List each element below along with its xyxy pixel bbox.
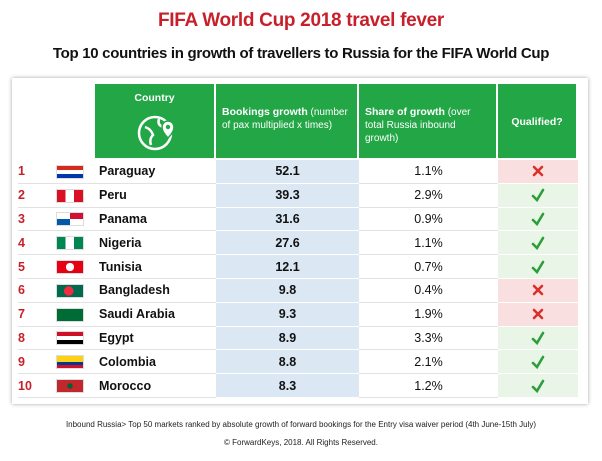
- rank: 10: [18, 374, 50, 398]
- check-icon: [531, 379, 545, 393]
- qualified: [498, 350, 578, 375]
- share: 1.1%: [359, 231, 498, 256]
- share: 1.1%: [359, 160, 498, 184]
- footnote: Inbound Russia> Top 50 markets ranked by…: [65, 420, 537, 429]
- flag-cell: [50, 184, 95, 208]
- flag-cell: [50, 327, 95, 351]
- flag-cell: [50, 255, 95, 279]
- flag-cell: [50, 350, 95, 375]
- growth: 9.3: [216, 302, 359, 327]
- flag: [56, 188, 84, 203]
- column-header: Country: [95, 84, 216, 158]
- country: Paraguay: [95, 160, 216, 184]
- rank: 2: [18, 184, 50, 208]
- column-note: (number of pax multiplied x times): [222, 107, 348, 131]
- check-icon: [531, 260, 545, 274]
- growth: 52.1: [216, 160, 359, 184]
- growth: 8.8: [216, 350, 359, 375]
- column-label: Bookings growth: [222, 106, 308, 118]
- cross-icon: [532, 166, 544, 177]
- rank: 9: [18, 350, 50, 375]
- share: 2.9%: [359, 184, 498, 208]
- qualified: [498, 279, 578, 303]
- growth: 27.6: [216, 231, 359, 256]
- rank: 6: [18, 279, 50, 303]
- qualified: [498, 302, 578, 327]
- growth: 39.3: [216, 183, 359, 208]
- qualified: [498, 255, 578, 279]
- check-icon: [531, 188, 545, 203]
- column-header: Share of growth (over total Russia inbou…: [359, 84, 498, 158]
- flag-cell: [50, 208, 95, 232]
- column-label: Share of growth: [365, 106, 445, 118]
- rank: 7: [18, 303, 50, 327]
- flag: [56, 283, 84, 298]
- flag: [56, 355, 84, 370]
- check-icon: [531, 331, 545, 345]
- country: Colombia: [95, 350, 216, 375]
- country: Egypt: [95, 327, 216, 351]
- check-icon: [531, 355, 545, 369]
- column-note: (over total Russia inbound growth): [365, 107, 471, 144]
- flag-cell: [50, 303, 95, 327]
- growth: 12.1: [216, 255, 359, 279]
- qualified: [498, 374, 578, 398]
- rank: 5: [18, 255, 50, 279]
- column-header: Bookings growth (number of pax multiplie…: [216, 84, 359, 158]
- cross-icon: [532, 285, 544, 296]
- country: Saudi Arabia: [95, 303, 216, 327]
- share: 0.7%: [359, 255, 498, 279]
- share: 1.2%: [359, 374, 498, 398]
- column-header: Qualified?: [498, 84, 578, 158]
- growth: 9.8: [216, 279, 359, 303]
- qualified: [498, 207, 578, 232]
- share: 3.3%: [359, 327, 498, 351]
- country: Nigeria: [95, 231, 216, 256]
- share: 1.9%: [359, 303, 498, 327]
- flag: [56, 164, 84, 179]
- flag-cell: [50, 279, 95, 303]
- globe-icon: [137, 115, 175, 151]
- rank: 8: [18, 327, 50, 351]
- flag-cell: [50, 231, 95, 256]
- growth: 8.9: [216, 326, 359, 351]
- country: Morocco: [95, 374, 216, 398]
- flag: [56, 331, 84, 346]
- rank: 4: [18, 231, 50, 256]
- flag: [56, 236, 84, 251]
- check-icon: [531, 236, 545, 250]
- flag: [56, 260, 84, 275]
- share: 0.4%: [359, 279, 498, 303]
- subtitle: Top 10 countries in growth of travellers…: [52, 45, 550, 62]
- qualified: [498, 231, 578, 256]
- flag-cell: [50, 160, 95, 184]
- share: 0.9%: [359, 208, 498, 232]
- copyright: © ForwardKeys, 2018. All Rights Reserved…: [224, 438, 378, 447]
- country: Bangladesh: [95, 279, 216, 303]
- cross-icon: [532, 308, 544, 320]
- qualified: [498, 326, 578, 351]
- share: 2.1%: [359, 350, 498, 375]
- rank: 1: [18, 160, 50, 184]
- country: Tunisia: [95, 255, 216, 279]
- qualified: [498, 160, 578, 184]
- country: Panama: [95, 208, 216, 232]
- flag: [56, 379, 84, 394]
- rank: 3: [18, 208, 50, 232]
- check-icon: [531, 212, 545, 226]
- flag: [56, 212, 84, 227]
- title: FIFA World Cup 2018 travel fever: [157, 10, 445, 31]
- country: Peru: [95, 184, 216, 208]
- flag-cell: [50, 374, 95, 398]
- growth: 31.6: [216, 207, 359, 232]
- qualified: [498, 183, 578, 208]
- flag: [56, 307, 84, 322]
- growth: 8.3: [216, 374, 359, 398]
- column-label: Qualified?: [511, 116, 563, 128]
- column-label: Country: [134, 92, 175, 104]
